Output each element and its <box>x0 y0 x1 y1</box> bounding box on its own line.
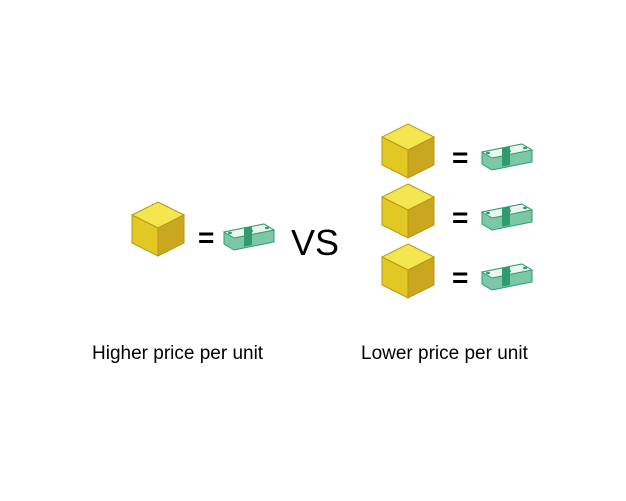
equals-left: = <box>198 222 214 254</box>
infographic-stage: = VS = = = <box>0 0 626 501</box>
equals-right-3: = <box>452 262 468 294</box>
vs-text: VS <box>291 222 339 264</box>
money-left <box>222 218 277 252</box>
cube-icon <box>378 122 438 182</box>
cube-icon <box>378 242 438 302</box>
money-icon <box>222 218 277 252</box>
money-right-2 <box>480 198 535 232</box>
label-left: Higher price per unit <box>92 343 263 365</box>
cube-icon <box>128 200 188 260</box>
money-right-1 <box>480 138 535 172</box>
money-icon <box>480 198 535 232</box>
cube-right-1 <box>378 122 438 182</box>
cube-right-2 <box>378 182 438 242</box>
cube-left <box>128 200 188 260</box>
label-right: Lower price per unit <box>361 343 528 365</box>
cube-icon <box>378 182 438 242</box>
money-icon <box>480 258 535 292</box>
money-right-3 <box>480 258 535 292</box>
equals-right-1: = <box>452 142 468 174</box>
money-icon <box>480 138 535 172</box>
equals-right-2: = <box>452 202 468 234</box>
cube-right-3 <box>378 242 438 302</box>
